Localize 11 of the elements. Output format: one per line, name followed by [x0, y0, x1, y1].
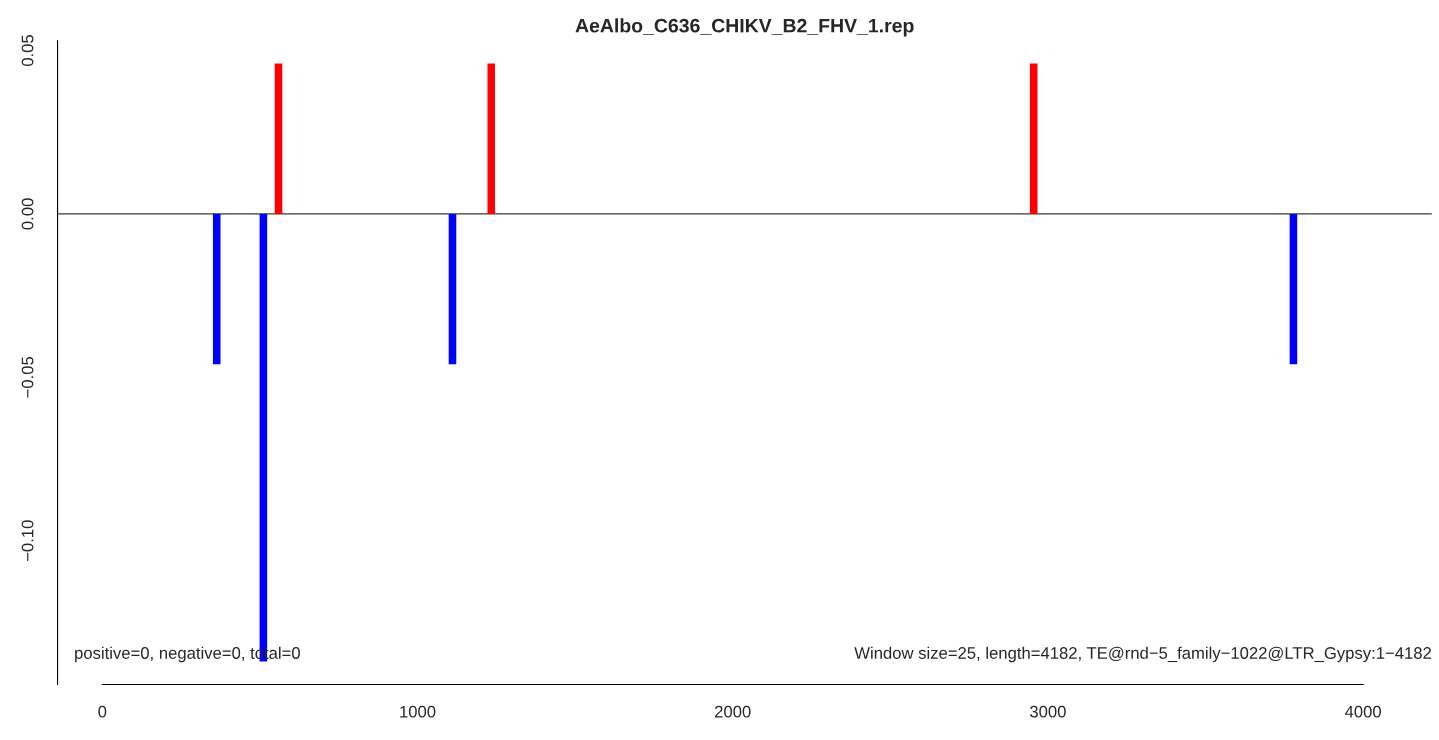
x-tick-label: 4000 — [1344, 705, 1381, 718]
x-tick-label: 3000 — [1030, 705, 1066, 718]
y-tick-label: 0.05 — [21, 34, 34, 67]
chart-title: AeAlbo_C636_CHIKV_B2_FHV_1.rep — [575, 18, 914, 37]
x-tick-label: 2000 — [715, 705, 751, 718]
y-tick-label: 0.00 — [21, 198, 34, 230]
y-tick-label: −0.05 — [21, 356, 34, 398]
annotation: Window size=25, length=4182, TE@rnd−5_family−1022@LTR_Gypsy:1−4182 — [854, 646, 1431, 663]
y-tick-label: −0.10 — [21, 520, 34, 561]
x-tick-label: 1000 — [400, 705, 436, 718]
x-tick-label: 0 — [98, 705, 107, 718]
